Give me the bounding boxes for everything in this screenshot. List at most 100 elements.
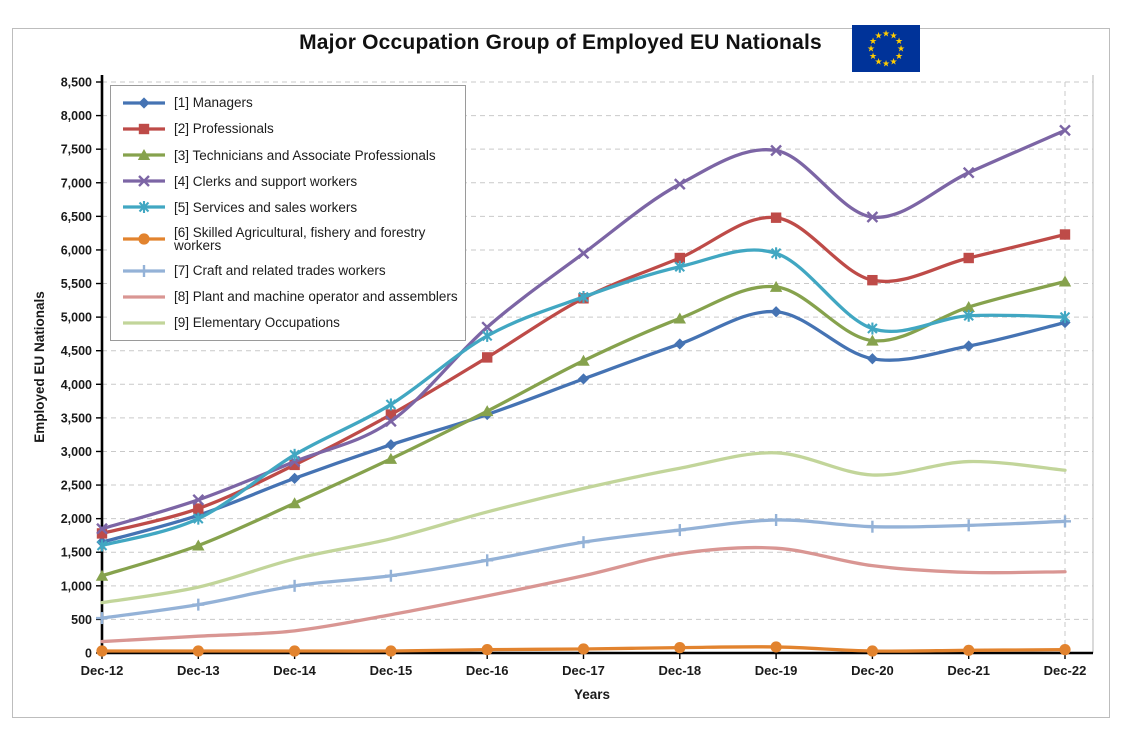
plus-marker xyxy=(138,264,150,277)
plus-marker xyxy=(384,569,397,582)
diamond-marker xyxy=(577,373,590,385)
legend-key xyxy=(123,123,165,135)
plus-marker xyxy=(481,554,494,567)
plus-marker xyxy=(96,612,108,625)
x-marker xyxy=(192,493,205,506)
triangle-marker xyxy=(1058,275,1072,287)
y-axis-title: Employed EU Nationals xyxy=(32,291,47,443)
plus-marker xyxy=(866,520,879,533)
legend-item-1: [1] Managers xyxy=(121,95,461,111)
circle-marker xyxy=(385,645,397,657)
chart-title: Major Occupation Group of Employed EU Na… xyxy=(299,31,822,54)
x-tick-label: Dec-18 xyxy=(658,663,701,678)
star-marker xyxy=(867,322,878,335)
legend-item-6: [6] Skilled Agricultural, fishery and fo… xyxy=(121,224,461,254)
flag-star-icon: ★ xyxy=(895,36,903,46)
triangle-marker xyxy=(384,452,398,464)
series-9 xyxy=(100,451,1067,605)
triangle-marker xyxy=(769,280,783,292)
chart-legend: [1] Managers [2] Professionals [3] Technic… xyxy=(110,85,466,341)
square-marker xyxy=(482,352,493,363)
legend-key xyxy=(123,175,165,188)
circle-marker xyxy=(674,642,686,654)
flag-star-icon: ★ xyxy=(882,29,890,39)
circle-marker xyxy=(96,645,108,657)
x-marker xyxy=(481,321,494,334)
star-marker xyxy=(385,398,397,411)
plus-marker xyxy=(1059,515,1071,528)
y-tick-label: 0 xyxy=(85,647,92,661)
legend-key xyxy=(123,233,165,245)
x-tick-label: Dec-20 xyxy=(851,663,894,678)
flag-star-icon: ★ xyxy=(874,31,882,41)
series-line xyxy=(100,451,1067,605)
triangle-marker xyxy=(866,334,879,346)
diamond-marker xyxy=(385,439,397,451)
y-tick-label: 6,500 xyxy=(61,210,92,224)
plus-marker xyxy=(577,536,590,549)
legend-label: [7] Craft and related trades workers xyxy=(174,262,386,278)
legend-item-8: [8] Plant and machine operator and assem… xyxy=(121,289,461,305)
y-tick-label: 4,500 xyxy=(61,344,92,358)
flag-star-icon: ★ xyxy=(895,51,903,61)
series-3 xyxy=(95,275,1072,581)
star-marker xyxy=(289,448,300,461)
figure-border xyxy=(12,28,1110,718)
circle-marker xyxy=(138,233,150,245)
circle-marker xyxy=(192,645,204,657)
legend-item-4: [4] Clerks and support workers xyxy=(121,173,461,189)
circle-marker xyxy=(1059,644,1071,656)
diamond-marker xyxy=(674,338,686,350)
circle-marker xyxy=(866,645,879,657)
y-tick-label: 8,000 xyxy=(61,109,92,123)
legend-key xyxy=(123,149,165,161)
y-tick-label: 3,000 xyxy=(61,445,92,459)
y-tick-label: 5,000 xyxy=(61,311,92,325)
y-tick-label: 3,500 xyxy=(61,411,92,425)
x-marker xyxy=(577,247,590,260)
triangle-marker xyxy=(962,301,975,313)
legend-label: [1] Managers xyxy=(174,95,253,111)
plus-marker xyxy=(673,524,686,537)
star-marker xyxy=(963,309,974,322)
legend-item-5: [5] Services and sales workers xyxy=(121,199,461,215)
diamond-marker xyxy=(138,97,150,109)
x-tick-label: Dec-15 xyxy=(370,663,413,678)
diamond-marker xyxy=(770,306,782,318)
x-marker xyxy=(962,166,975,179)
diamond-marker xyxy=(963,340,975,352)
circle-marker xyxy=(577,643,590,655)
y-tick-label: 7,500 xyxy=(61,143,92,157)
y-tick-label: 5,500 xyxy=(61,277,92,291)
flag-star-icon: ★ xyxy=(889,31,897,41)
series-7 xyxy=(96,513,1071,625)
y-tick-label: 1,000 xyxy=(61,579,92,593)
legend-item-3: [3] Technicians and Associate Profession… xyxy=(121,147,461,163)
circle-marker xyxy=(770,641,782,653)
x-marker xyxy=(673,178,686,190)
square-marker xyxy=(289,459,300,471)
series-5 xyxy=(96,247,1071,552)
legend-item-9: [9] Elementary Occupations xyxy=(121,315,461,331)
x-tick-label: Dec-13 xyxy=(177,663,220,678)
x-tick-label: Dec-16 xyxy=(466,663,509,678)
legend-key xyxy=(123,97,165,109)
triangle-marker xyxy=(288,497,301,509)
legend-label: [9] Elementary Occupations xyxy=(174,315,340,331)
star-marker xyxy=(96,539,108,552)
legend-label: [6] Skilled Agricultural, fishery and fo… xyxy=(174,224,426,254)
square-marker xyxy=(867,274,878,286)
square-marker xyxy=(1059,229,1071,240)
y-tick-label: 500 xyxy=(71,613,92,627)
star-marker xyxy=(578,290,589,303)
square-marker xyxy=(770,212,782,223)
star-marker xyxy=(1059,311,1071,324)
legend-item-2: [2] Professionals xyxy=(121,121,461,137)
legend-key xyxy=(123,321,165,325)
series-1 xyxy=(96,306,1071,548)
y-tick-label: 1,500 xyxy=(61,546,92,560)
series-line xyxy=(100,310,1067,544)
x-tick-label: Dec-19 xyxy=(755,663,798,678)
